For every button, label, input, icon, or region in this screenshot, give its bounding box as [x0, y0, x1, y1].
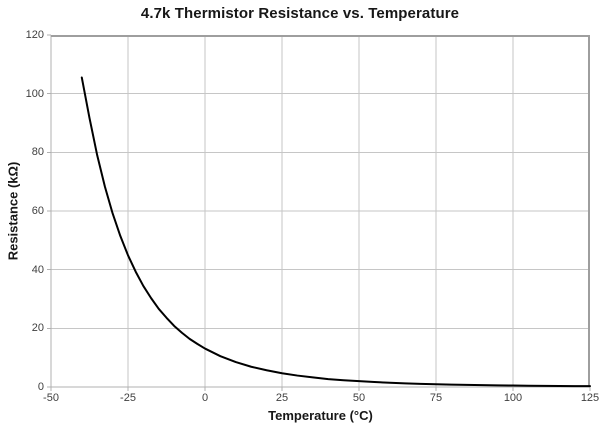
y-tick-label: 100 [25, 87, 44, 100]
x-tick-label: 25 [275, 392, 289, 404]
x-tick-label: -25 [120, 392, 136, 404]
x-axis-title: Temperature (°C) [268, 408, 373, 423]
x-tick-label: 100 [503, 392, 523, 404]
plot-border [51, 35, 590, 387]
y-tick-label: 60 [31, 205, 44, 217]
x-tick-label: 125 [580, 392, 600, 404]
y-tick-label: 120 [25, 29, 44, 41]
y-tick-label: 80 [31, 146, 44, 159]
plot-area [47, 34, 591, 391]
axis-ticks [47, 34, 591, 391]
y-tick-label: 20 [31, 322, 44, 335]
resistance-curve [80, 76, 591, 388]
x-tick-label: 0 [201, 392, 209, 404]
x-tick-label: -50 [43, 392, 59, 404]
x-tick-label: 50 [352, 392, 366, 404]
y-tick-label: 0 [37, 381, 44, 393]
y-tick-label: 40 [31, 263, 44, 276]
gridlines [51, 35, 590, 387]
x-tick-label: 75 [429, 392, 443, 404]
plot-canvas [47, 34, 591, 391]
chart-title: 4.7k Thermistor Resistance vs. Temperatu… [140, 5, 460, 22]
